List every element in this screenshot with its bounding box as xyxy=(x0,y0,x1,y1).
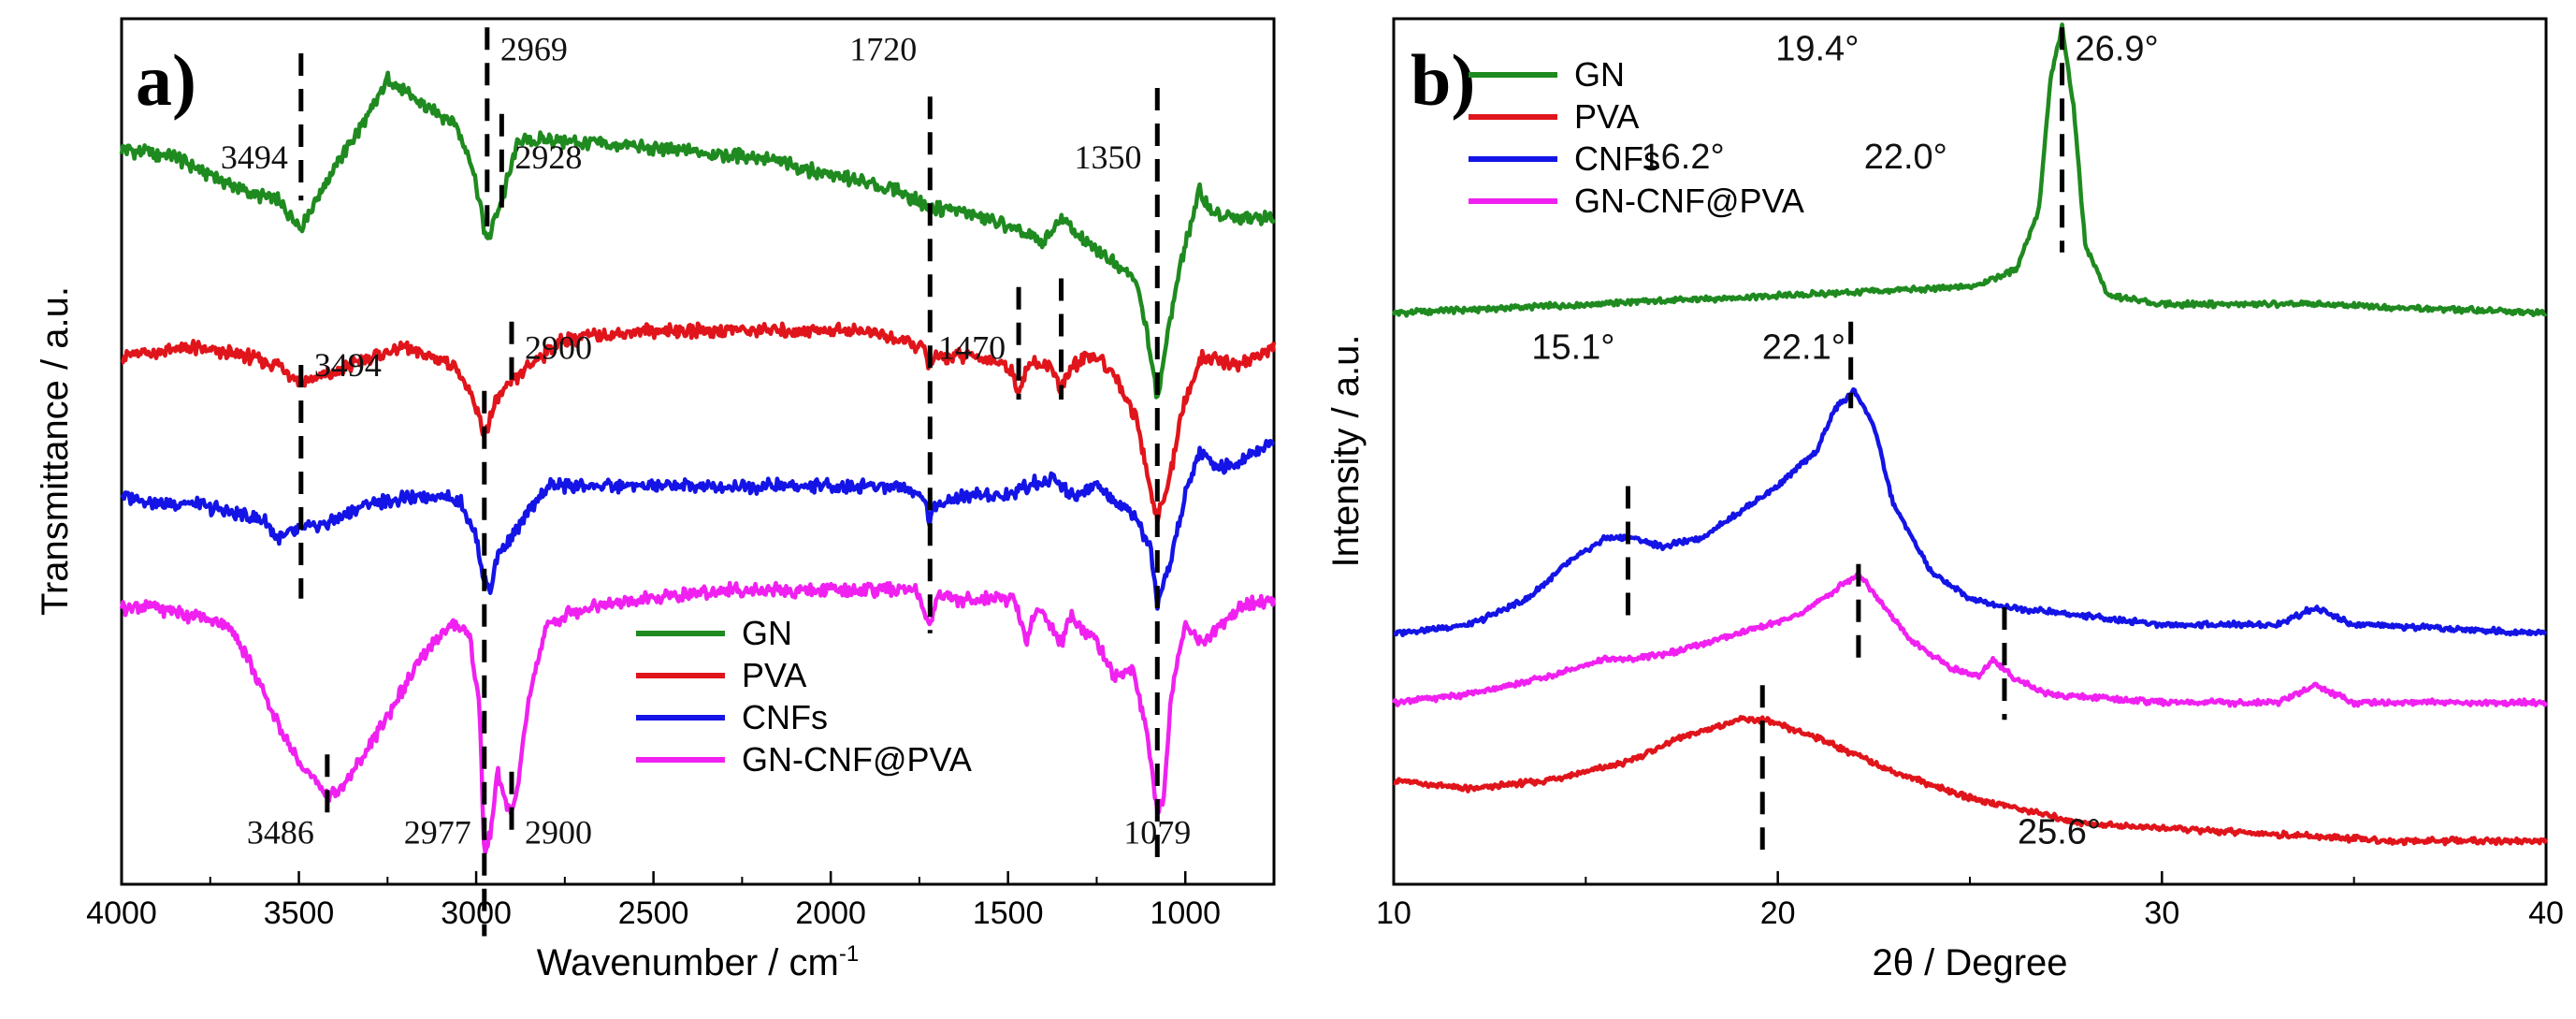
peak-annotation-label: 1720 xyxy=(849,30,917,67)
peak-annotation-label: 3494 xyxy=(314,346,382,384)
panel-a-x-ticks: 4000 3500 3000 2500 2000 1500 1000 xyxy=(86,871,1221,931)
series-line-gn xyxy=(119,70,1277,400)
series-line-cnfs xyxy=(1393,386,2548,638)
peak-annotation-label: 15.1° xyxy=(1531,328,1614,368)
panel-a-xlabel-sup: -1 xyxy=(839,941,859,967)
legend-entry-label: CNFs xyxy=(742,698,828,736)
series-line-gn-cnf-pva xyxy=(119,580,1277,855)
peak-annotation-label: 2969 xyxy=(500,30,568,67)
legend-entry-label: GN-CNF@PVA xyxy=(742,740,972,779)
panel-a-legend: GN PVA CNFs GN-CNF@PVA xyxy=(636,614,972,779)
panel-a-ftir: 4000 3500 3000 2500 2000 1500 1000 3494 3494 348… xyxy=(35,17,1277,983)
peak-annotation-label: 2900 xyxy=(525,329,592,367)
panel-b-xrd: 10 20 30 40 26.9° 22.0° 15.1° 16.2° 22.1° 25.6° 1… xyxy=(1325,17,2564,983)
legend-entry-label: GN xyxy=(1574,55,1625,94)
panel-a-annotations: 3494 3494 3486 2969 2928 2900 2977 2900 1720 1470… xyxy=(221,27,1191,937)
legend-entry-label: CNFs xyxy=(1574,139,1660,178)
legend-entry-label: GN-CNF@PVA xyxy=(1574,182,1804,220)
peak-annotation-label: 19.4° xyxy=(1775,29,1859,68)
series-line-cnfs xyxy=(120,439,1276,611)
panel-b-annotations: 26.9° 22.0° 15.1° 16.2° 22.1° 25.6° 19.4° xyxy=(1531,27,2159,852)
peak-annotation-label: 1079 xyxy=(1123,814,1191,852)
series-line-pva xyxy=(121,321,1277,524)
panel-a-frame xyxy=(120,17,1276,886)
legend-entry-label: PVA xyxy=(742,656,806,694)
x-tick-label: 40 xyxy=(2528,895,2564,931)
peak-annotation-label: 2928 xyxy=(514,138,582,176)
series-line-gn-cnf-pva xyxy=(1391,571,2549,708)
panel-a-xlabel-text: Wavenumber / cm xyxy=(537,942,839,983)
peak-annotation-label: 22.1° xyxy=(1762,328,1845,368)
series-line-pva xyxy=(1393,715,2549,847)
peak-annotation-label: 1470 xyxy=(938,329,1006,367)
x-tick-label: 10 xyxy=(1376,895,1411,931)
legend-entry-label: GN xyxy=(742,614,792,652)
panel-b-ylabel: Intensity / a.u. xyxy=(1325,334,1367,567)
x-tick-label: 2000 xyxy=(795,895,866,931)
x-tick-label: 20 xyxy=(1760,895,1796,931)
panel-a-series xyxy=(119,70,1277,855)
panel-b-frame xyxy=(1392,17,2548,886)
panel-a-ylabel: Transmittance / a.u. xyxy=(35,286,76,616)
peak-annotation-label: 3486 xyxy=(247,814,314,852)
panel-b-series xyxy=(1391,22,2549,847)
peak-annotation-label: 1350 xyxy=(1075,138,1142,176)
series-line-gn xyxy=(1391,22,2548,318)
peak-annotation-label: 2900 xyxy=(525,814,592,852)
x-tick-label: 1000 xyxy=(1150,895,1221,931)
legend-entry-label: PVA xyxy=(1574,97,1639,136)
peak-annotation-label: 3494 xyxy=(221,138,288,176)
peak-annotation-label: 26.9° xyxy=(2076,29,2159,68)
x-tick-label: 4000 xyxy=(86,895,157,931)
peak-annotation-label: 16.2° xyxy=(1642,138,1725,177)
x-tick-label: 3500 xyxy=(264,895,335,931)
panel-b-xlabel: 2θ / Degree xyxy=(1872,942,2067,983)
x-tick-label: 1500 xyxy=(973,895,1044,931)
panel-b-label: b) xyxy=(1411,39,1475,121)
x-tick-label: 30 xyxy=(2144,895,2179,931)
peak-annotation-label: 2977 xyxy=(404,814,471,852)
x-tick-label: 2500 xyxy=(618,895,689,931)
x-tick-label: 3000 xyxy=(441,895,512,931)
peak-annotation-label: 22.0° xyxy=(1864,138,1947,177)
panel-b-x-ticks: 10 20 30 40 xyxy=(1376,871,2564,931)
panel-a-xlabel: Wavenumber / cm-1 xyxy=(537,941,859,983)
peak-annotation-label: 25.6° xyxy=(2018,813,2101,852)
panel-a-label: a) xyxy=(136,39,196,121)
